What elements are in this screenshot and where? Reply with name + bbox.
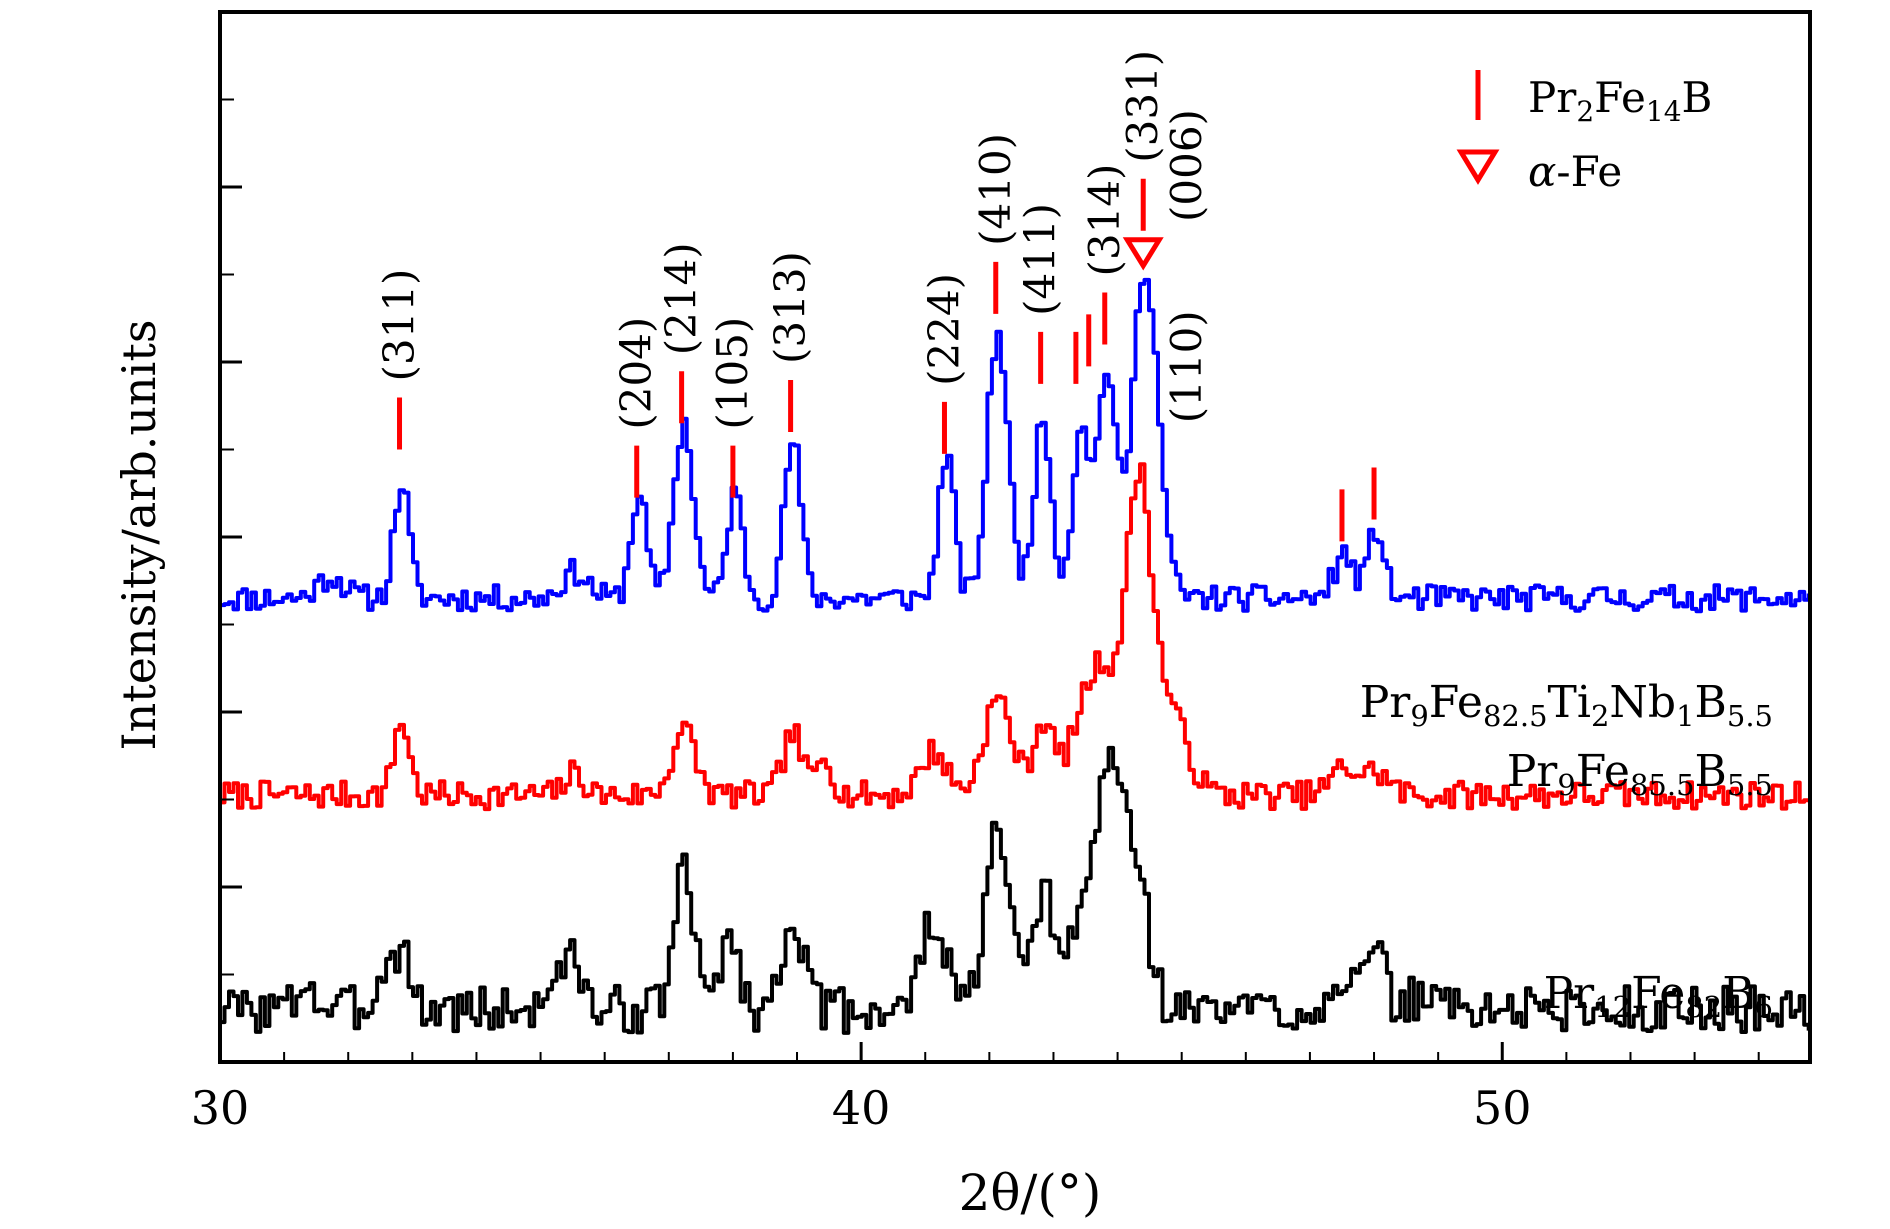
x-tick-label: 50 <box>1473 1081 1532 1135</box>
peak-label: (331) <box>1118 50 1167 163</box>
x-tick-label: 30 <box>191 1081 250 1135</box>
peak-label: (110) <box>1162 310 1211 423</box>
peak-label: (410) <box>971 133 1020 246</box>
peak-label: (214) <box>657 242 706 355</box>
legend-label: Pr2Fe14B <box>1528 73 1712 128</box>
peak-label-layer: (311) (204)(214)(105)(313) (224)(410)(411)… <box>375 50 1212 430</box>
series-label: Pr9Fe85.5B5.5 <box>1507 746 1773 802</box>
peak-marker-layer <box>397 178 1377 542</box>
series-label: Pr9Fe82.5Ti2Nb1B5.5 <box>1360 677 1773 733</box>
series-label-layer: Pr12Fe82B6 Pr9Fe85.5B5.5 Pr9Fe82.5Ti2Nb1B5… <box>1360 677 1773 1024</box>
peak-label: (311) <box>375 269 424 382</box>
series-line-Pr9Fe82_5Ti2Nb1B5_5 <box>220 277 1811 614</box>
series-label: Pr12Fe82B6 <box>1544 968 1773 1024</box>
legend-label: α-Fe <box>1528 147 1622 196</box>
series-line-Pr9Fe85_5B5_5 <box>220 462 1811 812</box>
peak-label: (204) <box>612 317 661 430</box>
peak-label: (314) <box>1080 164 1129 277</box>
x-axis-label: 2θ/(°) <box>959 1164 1102 1222</box>
legend: Pr2Fe14B α-Fe <box>1456 70 1712 196</box>
legend-triangle-marker <box>1456 149 1500 185</box>
alpha-fe-marker <box>1122 237 1164 271</box>
series-line-Pr12Fe82B6 <box>220 745 1811 1035</box>
y-axis-label: Intensity/arb.units <box>112 320 166 751</box>
peak-label: (006) <box>1162 109 1211 222</box>
peak-label: (411) <box>1016 203 1065 316</box>
axes-layer: 30 40 50 <box>191 98 1760 1135</box>
series-layer <box>220 277 1811 1035</box>
peak-label: (105) <box>708 317 757 430</box>
peak-label: (224) <box>919 273 968 386</box>
peak-label: (313) <box>766 251 815 364</box>
x-tick-label: 40 <box>832 1081 891 1135</box>
